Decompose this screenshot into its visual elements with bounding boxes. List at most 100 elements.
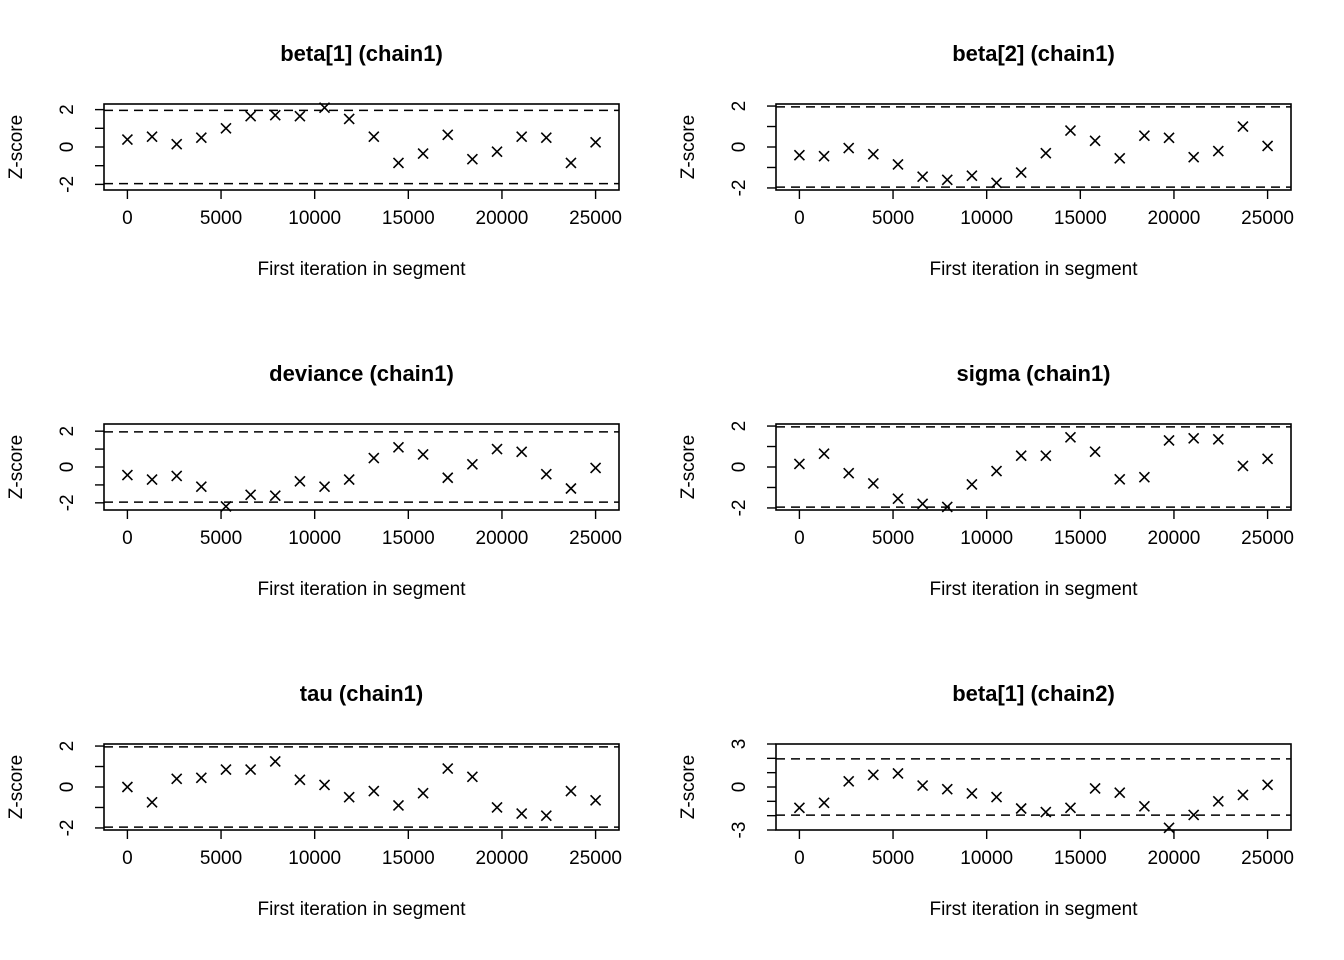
data-point xyxy=(917,498,929,510)
data-point xyxy=(867,769,879,781)
data-point xyxy=(843,467,855,479)
data-point xyxy=(1089,782,1101,794)
data-point xyxy=(990,791,1003,803)
data-point xyxy=(843,142,855,154)
data-point xyxy=(294,110,306,122)
x-tick-label: 0 xyxy=(794,208,805,229)
x-tick-label: 0 xyxy=(794,848,805,869)
data-point xyxy=(1040,806,1052,818)
y-tick-label: 0 xyxy=(57,142,78,153)
x-tick-label: 25000 xyxy=(1241,848,1294,869)
x-tick-label: 25000 xyxy=(569,848,622,869)
data-point xyxy=(1212,145,1224,157)
x-axis-label: First iteration in segment xyxy=(257,899,466,920)
x-tick-label: 0 xyxy=(122,208,133,229)
x-tick-label: 15000 xyxy=(1054,848,1107,869)
data-point xyxy=(590,462,602,474)
data-point xyxy=(146,796,158,808)
x-tick-label: 10000 xyxy=(960,208,1013,229)
x-tick-label: 10000 xyxy=(288,208,341,229)
y-axis-label: Z-score xyxy=(6,755,27,819)
x-tick-label: 25000 xyxy=(569,528,622,549)
data-point xyxy=(917,171,929,183)
data-point xyxy=(245,110,257,122)
data-point xyxy=(392,799,405,811)
data-point xyxy=(171,470,183,482)
x-tick-label: 0 xyxy=(794,528,805,549)
y-tick-label: -2 xyxy=(57,819,78,836)
data-point xyxy=(368,785,380,797)
x-tick-label: 5000 xyxy=(200,848,242,869)
data-point xyxy=(121,133,133,146)
y-tick-label: -2 xyxy=(57,176,78,193)
data-point xyxy=(195,132,207,144)
y-axis-label: Z-score xyxy=(678,115,699,179)
x-tick-label: 10000 xyxy=(960,528,1013,549)
x-axis-label: First iteration in segment xyxy=(929,579,1138,600)
data-point xyxy=(793,802,805,814)
data-point xyxy=(516,131,528,143)
data-point xyxy=(843,775,855,787)
data-point xyxy=(1262,453,1274,465)
data-point xyxy=(245,489,257,501)
x-tick-label: 15000 xyxy=(382,848,435,869)
data-point xyxy=(892,493,904,505)
data-point xyxy=(171,773,183,785)
data-point xyxy=(318,481,331,493)
data-point xyxy=(220,500,232,512)
y-axis-label: Z-score xyxy=(678,755,699,819)
data-point xyxy=(392,441,405,453)
data-point xyxy=(442,763,454,775)
panel-5: tau (chain1) 0 5000 10000 15000 20000 25000 -2 0… xyxy=(6,681,622,920)
data-point xyxy=(417,787,429,799)
data-point xyxy=(1212,433,1224,445)
panel-title: beta[1] (chain1) xyxy=(280,41,443,66)
data-point xyxy=(343,113,355,125)
data-point xyxy=(516,808,528,820)
y-tick-label: 0 xyxy=(729,782,750,793)
x-tick-label: 10000 xyxy=(960,848,1013,869)
y-axis-label: Z-score xyxy=(6,115,27,179)
x-tick-label: 25000 xyxy=(569,208,622,229)
data-point xyxy=(1015,167,1027,179)
data-point xyxy=(442,472,454,484)
x-tick-label: 10000 xyxy=(288,848,341,869)
data-point xyxy=(171,138,183,150)
y-tick-label: 0 xyxy=(729,462,750,473)
data-point xyxy=(417,147,429,160)
data-point xyxy=(195,481,207,493)
x-tick-label: 5000 xyxy=(872,528,914,549)
x-tick-label: 15000 xyxy=(1054,528,1107,549)
x-tick-label: 20000 xyxy=(1148,528,1201,549)
data-point xyxy=(1188,432,1200,444)
data-point xyxy=(1015,802,1027,815)
y-tick-label: 2 xyxy=(57,426,78,437)
x-tick-label: 0 xyxy=(122,848,133,869)
data-point xyxy=(1237,460,1249,472)
data-point xyxy=(818,797,830,809)
data-point xyxy=(867,148,879,160)
data-point xyxy=(941,501,953,513)
panel-3: deviance (chain1) 0 5000 10000 15000 20000 250… xyxy=(6,361,622,600)
panel-6: beta[1] (chain2) 0 5000 10000 15000 20000 2500… xyxy=(678,681,1294,920)
x-tick-label: 5000 xyxy=(872,848,914,869)
data-point xyxy=(892,158,904,170)
panel-title: beta[2] (chain1) xyxy=(952,41,1115,66)
data-point xyxy=(146,473,158,486)
data-point xyxy=(466,771,478,783)
data-point xyxy=(990,177,1003,189)
x-tick-label: 20000 xyxy=(476,208,529,229)
y-tick-label: 2 xyxy=(57,741,78,752)
data-point xyxy=(1064,125,1077,137)
data-point xyxy=(1237,120,1249,133)
data-point xyxy=(1262,779,1274,791)
data-point xyxy=(491,801,503,814)
data-point xyxy=(941,174,953,186)
data-point xyxy=(590,136,602,148)
data-point xyxy=(1064,431,1077,443)
data-point xyxy=(892,767,904,779)
y-tick-label: 2 xyxy=(729,101,750,112)
data-point xyxy=(294,475,306,487)
data-point xyxy=(516,446,528,458)
